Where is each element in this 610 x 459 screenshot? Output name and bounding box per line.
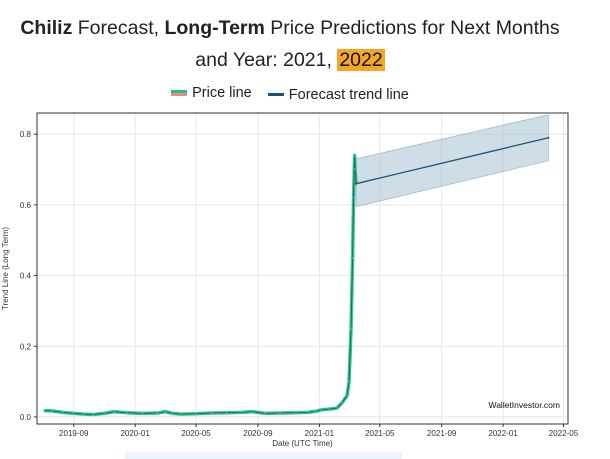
price-point	[353, 168, 357, 171]
legend-label-price: Price line	[192, 85, 252, 101]
price-point	[225, 411, 228, 414]
x-tick-label: 2022-05	[549, 429, 579, 438]
price-point	[294, 411, 297, 414]
price-point	[43, 409, 46, 412]
forecast-trend-line	[355, 137, 549, 185]
price-point	[103, 412, 106, 415]
price-point	[320, 408, 323, 412]
legend-label-forecast: Forecast trend line	[288, 86, 409, 103]
y-tick-label: 0.4	[20, 272, 32, 281]
price-point	[351, 256, 354, 260]
price-point	[179, 412, 183, 416]
price-point	[353, 154, 356, 157]
title-text-1: Forecast,	[72, 17, 165, 39]
y-tick-label: 0.2	[20, 342, 32, 351]
y-tick-label: 0.0	[20, 413, 32, 422]
forecast-point	[355, 182, 358, 185]
price-point	[171, 412, 174, 415]
price-line	[44, 154, 357, 415]
price-point	[72, 412, 75, 415]
price-point	[349, 327, 353, 330]
price-point	[340, 401, 344, 404]
chart-title: Chiliz Forecast, Long-Term Price Predict…	[0, 12, 580, 76]
x-tick-label: 2021-05	[365, 429, 395, 438]
price-point	[314, 410, 318, 413]
price-line-swatch	[171, 90, 188, 96]
price-point	[61, 411, 64, 414]
x-tick-label: 2022-01	[488, 429, 518, 438]
price-point	[164, 410, 167, 413]
price-point	[250, 410, 254, 413]
price-point	[327, 407, 331, 411]
price-point	[194, 412, 198, 415]
x-tick-label: 2021-01	[305, 429, 335, 438]
price-point	[92, 413, 95, 416]
plot-frame	[36, 112, 569, 425]
price-point	[50, 409, 54, 413]
footer-bar	[125, 452, 402, 459]
price-point	[263, 412, 267, 415]
price-point	[140, 412, 144, 415]
title-long-term: Long-Term	[164, 17, 265, 39]
price-point	[125, 411, 128, 414]
price-point	[210, 411, 213, 415]
price-point	[347, 380, 351, 383]
y-axis-label: Trend Line (Long Term)	[1, 227, 10, 310]
y-tick-label: 0.8	[20, 130, 32, 139]
price-point	[335, 406, 339, 410]
y-tick-label: 0.6	[20, 201, 32, 210]
title-coin-name: Chiliz	[20, 17, 73, 39]
x-tick-label: 2019-09	[59, 429, 89, 438]
price-point	[112, 410, 116, 413]
price-point	[278, 411, 282, 415]
title-text-2: Price Predictions for Next Months	[264, 17, 560, 39]
legend-item-price[interactable]: Price line	[171, 85, 252, 101]
x-tick-label: 2020-09	[243, 429, 273, 438]
title-text-3: and Year: 2021,	[195, 49, 338, 71]
price-point	[241, 411, 244, 414]
legend-item-forecast[interactable]: Forecast trend line	[267, 86, 409, 103]
x-tick-label: 2020-01	[120, 429, 150, 438]
forecast-line-swatch	[267, 93, 284, 96]
price-point	[156, 411, 159, 415]
x-tick-label: 2021-09	[427, 429, 457, 438]
title-highlight-year: 2022	[337, 49, 385, 71]
forecast-point	[547, 136, 550, 139]
x-tick-label: 2020-05	[181, 429, 211, 438]
x-axis-label: Date (UTC Time)	[272, 439, 333, 448]
watermark: WalletInvestor.com	[489, 400, 561, 410]
price-point	[82, 412, 85, 416]
price-point	[345, 394, 349, 397]
chart-legend: Price line Forecast trend line	[0, 84, 580, 103]
price-point	[352, 196, 355, 200]
price-point	[307, 411, 310, 414]
